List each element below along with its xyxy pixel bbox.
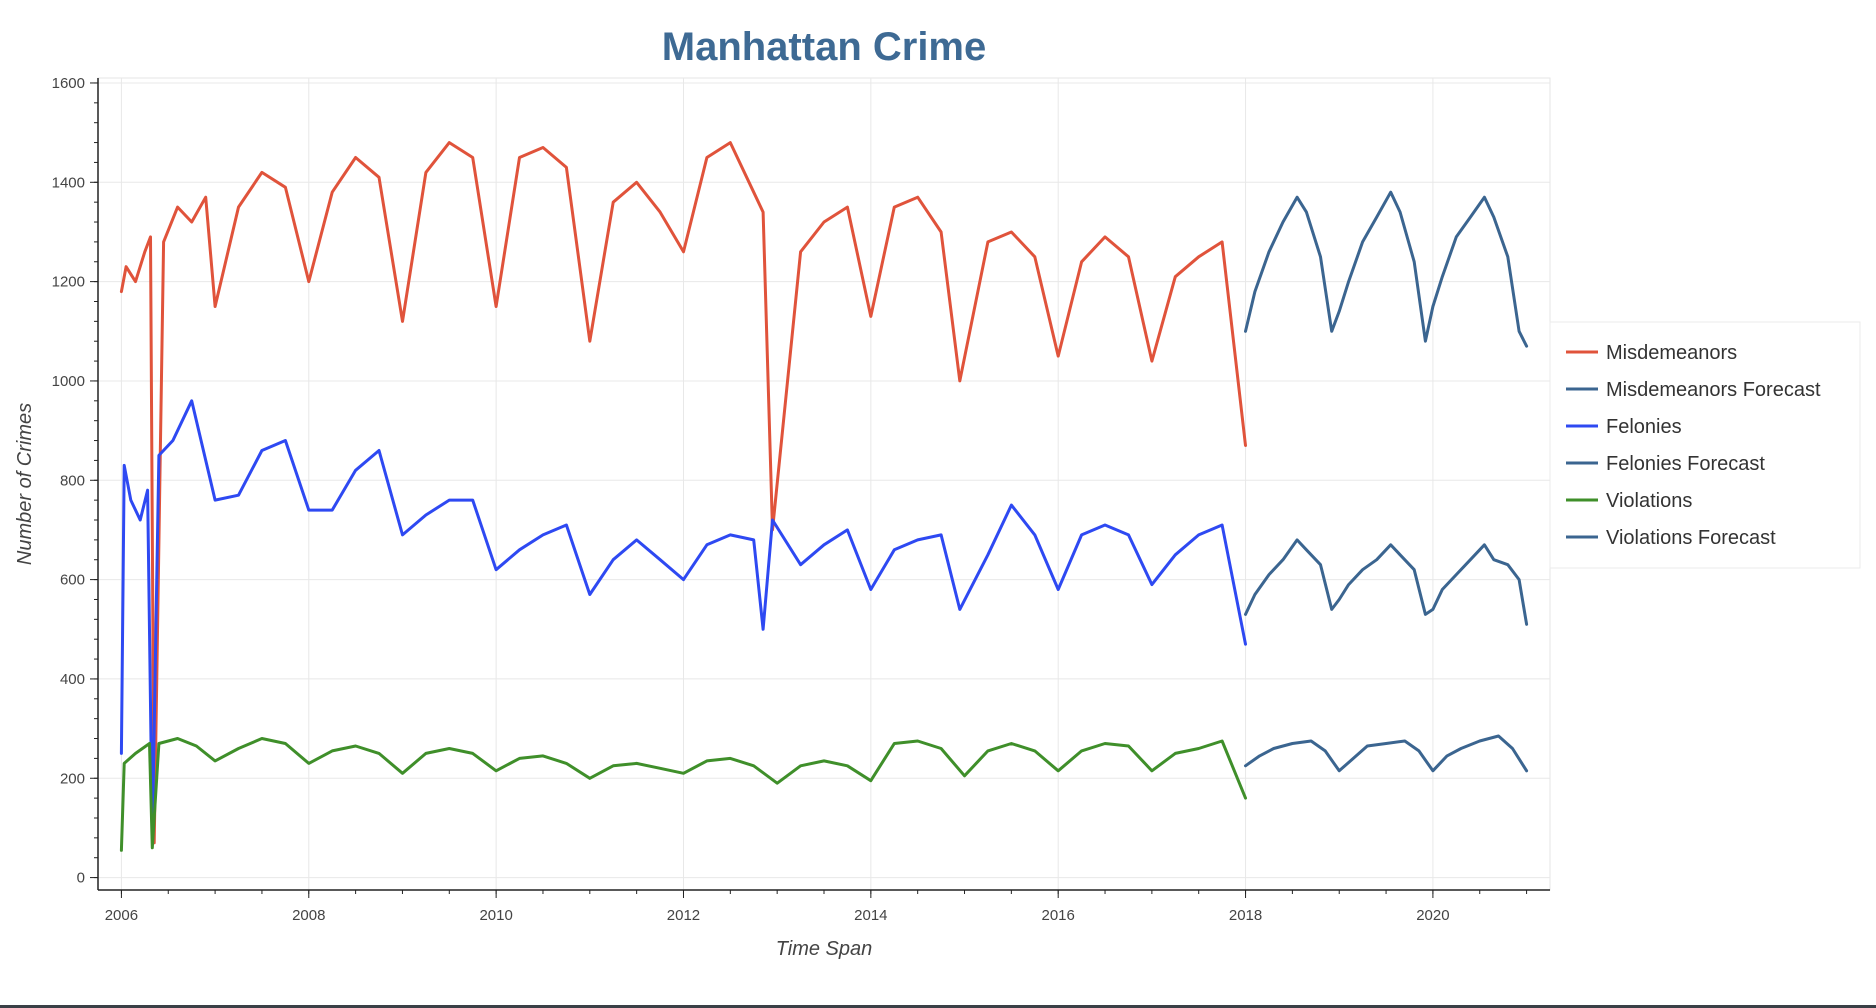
y-axis-label: Number of Crimes [14,403,36,565]
x-axis-label: Time Span [776,938,873,960]
legend-label: Felonies Forecast [1606,453,1765,475]
series-line-felonies-forecast [1244,538,1529,626]
series-line-violations-forecast [1244,734,1529,773]
legend-label: Violations Forecast [1606,527,1776,549]
x-tick-label: 2018 [1229,907,1262,924]
y-tick-label: 0 [77,870,85,887]
series-line-violations [119,737,1247,852]
y-tick-label: 1600 [52,75,85,92]
x-tick-label: 2012 [667,907,700,924]
series-lines [119,141,1529,852]
y-tick-label: 1400 [52,174,85,191]
y-tick-label: 800 [60,472,85,489]
grid-lines [98,78,1550,890]
series-line-misdemeanors-forecast [1244,190,1529,348]
series-line-misdemeanors [119,141,1247,845]
legend-box [1549,321,1861,569]
y-tick-label: 600 [60,572,85,589]
x-tick-label: 2008 [292,907,325,924]
legend-label: Misdemeanors Forecast [1606,379,1821,401]
x-tick-label: 2020 [1416,907,1449,924]
y-tick-label: 200 [60,770,85,787]
legend-label: Misdemeanors [1606,342,1737,364]
axes: 2006 2008 2010 2012 2014 2016 2018 2020 0 200 400 6… [52,75,1550,924]
y-tick-label: 400 [60,671,85,688]
legend-label: Violations [1606,490,1692,512]
y-tick-label: 1200 [52,274,85,291]
x-tick-label: 2014 [854,907,887,924]
x-tick-label: 2016 [1042,907,1075,924]
plot-area [97,77,1551,891]
x-tick-label: 2006 [105,907,138,924]
legend-label: Felonies [1606,416,1682,438]
series-line-felonies [119,399,1247,840]
chart-title: Manhattan Crime [662,25,987,69]
x-tick-label: 2010 [479,907,512,924]
legend: Misdemeanors Misdemeanors Forecast Felonie… [1549,321,1861,569]
y-tick-label: 1000 [52,373,85,390]
